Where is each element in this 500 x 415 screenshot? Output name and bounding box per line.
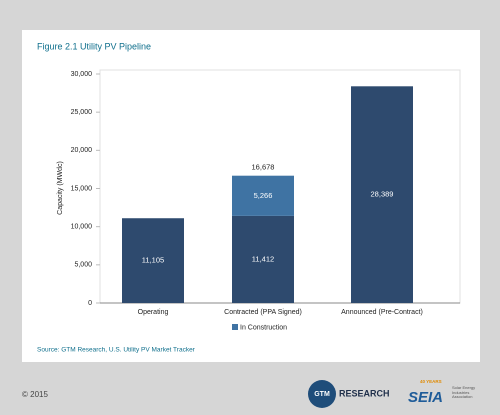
x-tick-label: Contracted (PPA Signed)	[224, 309, 302, 316]
total-label: 16,678	[252, 163, 275, 172]
value-label: 11,105	[142, 256, 164, 265]
seia-years: 40 YEARS	[420, 379, 442, 384]
legend-swatch	[232, 324, 238, 330]
value-label: 11,412	[252, 254, 274, 263]
y-tick-label: 5,000	[74, 262, 92, 269]
y-tick-label: 10,000	[71, 224, 93, 231]
seia-caption: Solar Energy Industries Association	[452, 386, 476, 399]
value-label: 28,389	[371, 190, 394, 199]
bar-segment	[122, 218, 184, 303]
y-tick-label: 0	[88, 300, 92, 307]
y-tick-label: 15,000	[71, 185, 93, 192]
bar-segment	[232, 175, 294, 216]
source: Source: GTM Research, U.S. Utility PV Ma…	[37, 347, 196, 354]
legend-label: In Construction	[240, 324, 287, 331]
y-tick-label: 25,000	[71, 109, 93, 116]
x-tick-label: Announced (Pre-Contract)	[341, 309, 423, 316]
y-tick-label: 30,000	[71, 71, 93, 78]
bar-segment	[351, 86, 413, 303]
gtm-research-text: RESEARCH	[339, 388, 390, 398]
seia-logo: SEIA	[408, 389, 443, 406]
gtm-logo-text: GTM	[314, 391, 330, 398]
y-tick-label: 20,000	[71, 147, 93, 154]
y-axis-title: Capacity (MWdc)	[57, 161, 64, 215]
seia-caption-box: Solar Energy Industries Association	[452, 386, 476, 399]
gtm-logo	[308, 380, 336, 408]
value-label: 5,266	[254, 191, 273, 200]
chart-title: Figure 2.1 Utility PV Pipeline	[37, 41, 151, 51]
bar-segment	[232, 215, 294, 303]
x-tick-label: Operating	[138, 309, 169, 316]
copyright: © 2015	[22, 390, 48, 399]
